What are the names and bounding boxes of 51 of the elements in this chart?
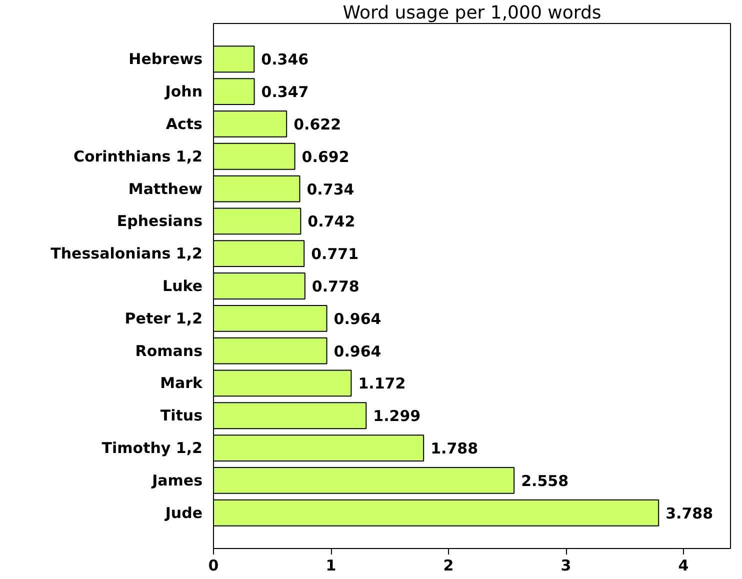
bar <box>214 240 305 268</box>
x-tick-label: 4 <box>678 556 689 574</box>
data-label: 0.964 <box>334 342 382 360</box>
data-label: 3.788 <box>666 504 714 522</box>
y-tick-label: Peter 1,2 <box>124 309 202 328</box>
bar <box>214 304 328 332</box>
bar <box>214 272 306 300</box>
bar <box>214 499 660 526</box>
data-label: 0.622 <box>294 115 342 134</box>
data-label: 0.742 <box>308 212 356 231</box>
bar <box>214 466 515 494</box>
y-tick-label: Luke <box>162 277 202 295</box>
y-tick-label: James <box>151 471 203 490</box>
data-label: 0.771 <box>311 245 359 264</box>
bar <box>214 337 328 364</box>
y-tick-label: Titus <box>160 406 203 425</box>
data-label: 2.558 <box>521 472 569 490</box>
bar <box>214 208 302 235</box>
x-tick-label: 2 <box>443 556 454 574</box>
y-tick-label: Corinthians 1,2 <box>73 147 202 166</box>
y-tick-label: Romans <box>135 342 203 360</box>
bar <box>214 46 255 73</box>
bar <box>214 142 296 170</box>
data-label: 0.346 <box>261 50 309 69</box>
x-tick-label: 1 <box>326 556 336 574</box>
data-label: 0.692 <box>302 148 350 166</box>
data-label: 1.299 <box>373 407 421 426</box>
bar <box>214 78 255 106</box>
bar <box>214 110 288 138</box>
x-tick-label: 0 <box>208 556 219 574</box>
y-tick-label: Hebrews <box>128 50 203 68</box>
y-tick-label: John <box>164 82 203 101</box>
data-label: 0.778 <box>312 278 360 296</box>
x-tick-label: 3 <box>560 556 572 574</box>
y-tick-label: Mark <box>160 374 204 392</box>
data-label: 0.964 <box>334 310 382 328</box>
y-tick-label: Matthew <box>128 180 203 198</box>
bar <box>214 402 367 430</box>
y-tick-label: Ephesians <box>116 212 203 230</box>
bar <box>214 434 424 462</box>
bar <box>214 370 352 397</box>
data-label: 0.347 <box>261 83 309 102</box>
chart-title: Word usage per 1,000 words <box>342 2 602 24</box>
data-label: 1.172 <box>358 374 406 393</box>
data-label: 0.734 <box>306 180 354 198</box>
y-tick-label: Jude <box>164 504 202 522</box>
bar <box>214 175 300 202</box>
y-tick-label: Timothy 1,2 <box>102 439 203 458</box>
y-tick-label: Thessalonians 1,2 <box>50 244 203 263</box>
y-tick-label: Acts <box>166 114 203 133</box>
data-label: 1.788 <box>430 440 478 458</box>
